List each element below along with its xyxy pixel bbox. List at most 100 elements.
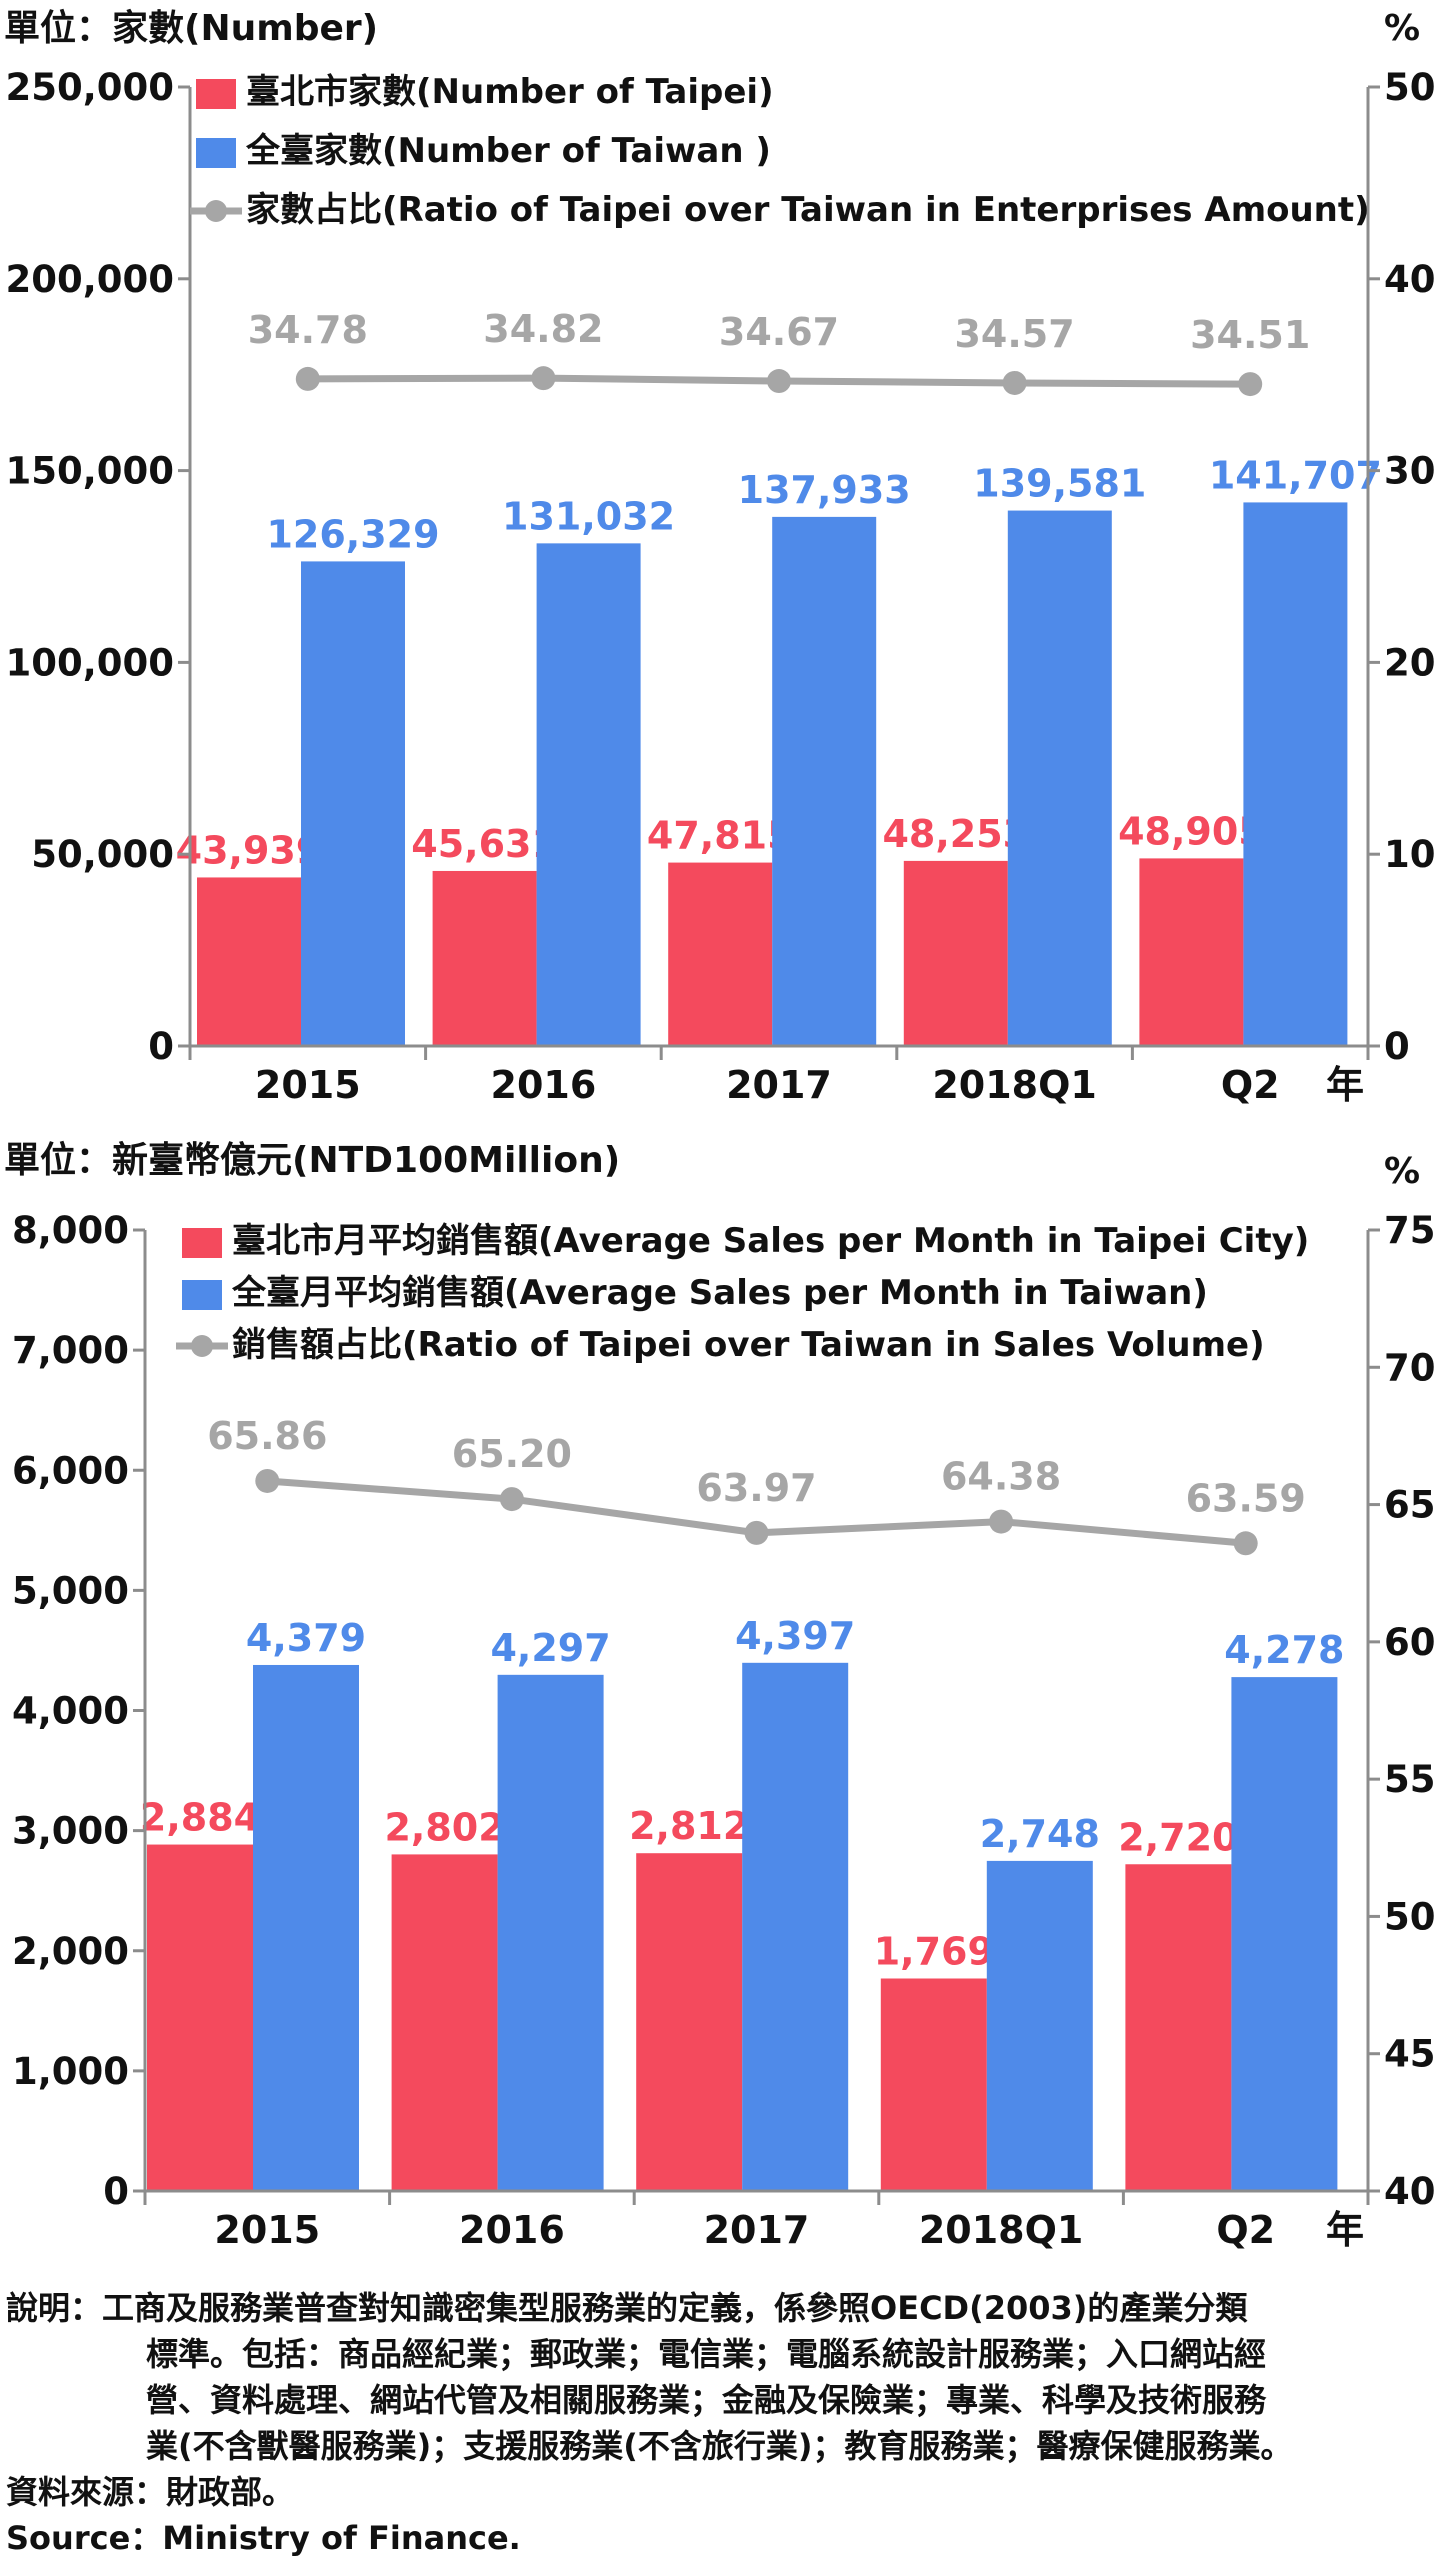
- source-note-zh: 資料來源：財政部。: [6, 2473, 295, 2511]
- bar: [986, 1860, 1093, 2191]
- y-tick-label: 6,000: [12, 1449, 129, 1492]
- y2-tick-label: 10: [1384, 833, 1434, 876]
- data-label: 47,815: [647, 814, 794, 858]
- y-tick-label: 4,000: [12, 1690, 129, 1733]
- bar: [1139, 858, 1244, 1046]
- y-tick-label: 100,000: [5, 641, 174, 684]
- ratio-label: 34.57: [954, 312, 1074, 356]
- note-line: 標準。包括：商品經紀業；郵政業；電信業；電腦系統設計服務業；入口網站經: [146, 2335, 1267, 2373]
- bar: [636, 1853, 743, 2191]
- y-tick-label: 1,000: [12, 2050, 129, 2093]
- bar: [301, 561, 405, 1046]
- data-label: 4,379: [246, 1616, 366, 1660]
- legend-swatch-marker: [205, 200, 227, 222]
- note-line: 業(不含獸醫服務業)；支援服務業(不含旅行業)；教育服務業；醫療保健服務業。: [146, 2427, 1293, 2465]
- data-label: 137,933: [738, 468, 911, 512]
- source-note-en: Source：Ministry of Finance.: [6, 2519, 521, 2557]
- x-tick-label: Q2: [1221, 1063, 1280, 1107]
- bar: [1125, 1864, 1232, 2191]
- bar: [253, 1664, 359, 2191]
- y2-tick-label: 50: [1384, 66, 1434, 109]
- y-tick-label: 50,000: [31, 833, 174, 876]
- bar: [880, 1978, 987, 2191]
- legend-swatch-marker: [191, 1335, 213, 1357]
- x-tick-label: 2016: [459, 2208, 565, 2252]
- ratio-point: [499, 1487, 524, 1512]
- bar: [668, 862, 773, 1046]
- ratio-label: 34.67: [719, 310, 839, 354]
- y2-tick-label: 75: [1384, 1209, 1434, 1252]
- y-tick-label: 5,000: [12, 1569, 129, 1612]
- ratio-label: 65.20: [452, 1432, 572, 1476]
- y-tick-label: 2,000: [12, 1930, 129, 1973]
- y-tick-label: 7,000: [12, 1329, 129, 1372]
- percent-unit-label: %: [1384, 1151, 1420, 1192]
- data-label: 131,032: [502, 494, 675, 538]
- note-line: 說明：工商及服務業普查對知識密集型服務業的定義，係參照OECD(2003)的產業…: [6, 2289, 1248, 2327]
- bar: [147, 1844, 253, 2191]
- bar: [391, 1854, 498, 2191]
- bar: [1231, 1677, 1338, 2191]
- data-label: 45,631: [411, 822, 558, 866]
- data-label: 2,720: [1118, 1815, 1238, 1859]
- legend-swatch: [182, 1228, 222, 1258]
- ratio-point: [1238, 372, 1263, 397]
- ratio-point: [255, 1468, 280, 1493]
- unit-label: 單位：家數(Number): [4, 8, 378, 49]
- bar: [1007, 510, 1112, 1047]
- bar: [197, 877, 301, 1046]
- bar: [1243, 502, 1348, 1046]
- bar: [772, 516, 877, 1046]
- y2-tick-label: 20: [1384, 641, 1434, 684]
- x-tick-label: Q2: [1216, 2208, 1275, 2252]
- data-label: 43,939: [176, 828, 323, 872]
- y-tick-label: 0: [148, 1025, 174, 1068]
- ratio-point: [767, 369, 791, 394]
- y2-tick-label: 65: [1384, 1484, 1434, 1527]
- x-tick-label: 2018Q1: [919, 2208, 1084, 2252]
- ratio-label: 34.82: [483, 307, 603, 351]
- legend-label: 全臺月平均銷售額(Average Sales per Month in Taiw…: [231, 1273, 1208, 1313]
- data-label: 126,329: [266, 512, 439, 556]
- ratio-point: [1002, 370, 1027, 395]
- ratio-point: [531, 366, 556, 391]
- x-tick-label: 2015: [255, 1063, 361, 1107]
- data-label: 4,278: [1224, 1628, 1344, 1672]
- ratio-label: 63.59: [1186, 1476, 1306, 1520]
- bar: [536, 543, 641, 1046]
- y2-tick-label: 45: [1384, 2033, 1434, 2076]
- ratio-point: [744, 1520, 769, 1545]
- legend-swatch: [196, 79, 236, 109]
- data-label: 4,297: [490, 1626, 610, 1670]
- legend-label: 臺北市月平均銷售額(Average Sales per Month in Tai…: [232, 1221, 1309, 1261]
- y-tick-label: 3,000: [12, 1810, 129, 1853]
- chart-sales: 單位：新臺幣億元(NTD100Million) % 2,884 2,802 2,812 1…: [4, 1140, 1434, 2252]
- x-tick-label: 2017: [726, 1063, 832, 1107]
- legend-label: 銷售額占比(Ratio of Taipei over Taiwan in Sal…: [232, 1325, 1265, 1365]
- data-label: 139,581: [973, 462, 1146, 506]
- y-tick-label: 150,000: [5, 450, 174, 493]
- x-unit-label: 年: [1326, 1063, 1364, 1107]
- bar: [497, 1674, 604, 2191]
- data-label: 2,748: [980, 1812, 1100, 1856]
- ratio-point: [1233, 1531, 1258, 1556]
- data-label: 48,905: [1118, 809, 1265, 853]
- y2-tick-label: 30: [1384, 450, 1434, 493]
- legend-label: 全臺家數(Number of Taiwan ): [245, 131, 771, 171]
- data-label: 2,812: [629, 1804, 749, 1848]
- percent-unit-label: %: [1384, 8, 1420, 49]
- y-tick-label: 200,000: [5, 258, 174, 301]
- unit-label: 單位：新臺幣億元(NTD100Million): [4, 1140, 620, 1181]
- y2-tick-label: 70: [1384, 1346, 1434, 1389]
- y-tick-label: 250,000: [5, 66, 174, 109]
- bar: [903, 860, 1008, 1046]
- y2-tick-label: 40: [1384, 258, 1434, 301]
- y2-tick-label: 40: [1384, 2170, 1434, 2213]
- bar: [742, 1662, 849, 2191]
- ratio-label: 63.97: [696, 1466, 816, 1510]
- ratio-point: [295, 366, 320, 391]
- legend-label: 家數占比(Ratio of Taipei over Taiwan in Ente…: [246, 190, 1370, 230]
- data-label: 48,253: [882, 812, 1029, 856]
- data-label: 141,707: [1209, 453, 1382, 497]
- x-tick-label: 2018Q1: [932, 1063, 1097, 1107]
